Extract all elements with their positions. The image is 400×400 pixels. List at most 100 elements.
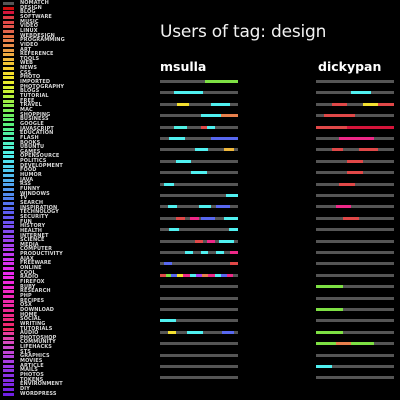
- legend-label: PHOTOGRAPHY: [20, 83, 65, 90]
- tag-segment[interactable]: [200, 251, 209, 254]
- tag-segment[interactable]: [167, 205, 178, 209]
- tag-segment[interactable]: [335, 205, 352, 209]
- legend-swatch: [3, 99, 14, 103]
- tag-segment[interactable]: [216, 251, 224, 254]
- tag-segment[interactable]: [347, 159, 363, 163]
- tag-segment[interactable]: [216, 205, 231, 209]
- tag-segment[interactable]: [220, 273, 227, 277]
- tag-segment[interactable]: [227, 273, 234, 277]
- legend-label: REFERENCE: [20, 51, 54, 58]
- tag-segment[interactable]: [351, 342, 375, 346]
- tag-segment[interactable]: [335, 342, 352, 346]
- tag-segment[interactable]: [316, 342, 336, 346]
- tag-segment[interactable]: [210, 102, 231, 106]
- tag-segment[interactable]: [316, 285, 344, 289]
- tag-segment[interactable]: [175, 216, 185, 220]
- tag-segment[interactable]: [163, 182, 174, 186]
- legend-swatch: [3, 294, 14, 298]
- tag-segment[interactable]: [195, 239, 203, 243]
- tag-segment[interactable]: [347, 125, 394, 129]
- tag-segment[interactable]: [339, 182, 355, 186]
- legend-swatch: [3, 327, 14, 331]
- tag-segment[interactable]: [163, 262, 172, 266]
- tag-segment[interactable]: [316, 125, 348, 129]
- tag-segment[interactable]: [208, 273, 215, 277]
- tag-segment[interactable]: [224, 216, 238, 220]
- legend-label: ENVIRONMENT: [20, 381, 63, 388]
- legend-label: PHP: [20, 292, 32, 299]
- user-name[interactable]: dickypan: [318, 59, 382, 74]
- tag-segment[interactable]: [195, 273, 203, 277]
- tag-segment[interactable]: [347, 171, 363, 175]
- legend-label: SHOPPING: [20, 111, 51, 118]
- legend-label: TV: [20, 195, 28, 202]
- tag-segment[interactable]: [316, 308, 344, 311]
- tag-segment[interactable]: [169, 228, 180, 232]
- legend-label: TUTORIALS: [20, 325, 53, 332]
- tag-segment[interactable]: [331, 102, 348, 106]
- tag-segment[interactable]: [339, 137, 375, 140]
- tag-segment[interactable]: [230, 251, 238, 254]
- tag-segment[interactable]: [210, 137, 238, 140]
- tag-segment[interactable]: [316, 365, 332, 368]
- tag-segment[interactable]: [177, 273, 184, 277]
- tag-segment[interactable]: [167, 330, 176, 334]
- tag-segment[interactable]: [220, 114, 238, 118]
- tag-segment[interactable]: [174, 91, 203, 95]
- tag-segment[interactable]: [214, 273, 221, 277]
- legend-label: COMMUNITY: [20, 339, 56, 346]
- legend-label: BLOG: [20, 9, 36, 16]
- legend-swatch: [3, 341, 14, 345]
- tag-segment[interactable]: [206, 239, 215, 243]
- legend-label: TRAVEL: [20, 102, 42, 109]
- tag-segment[interactable]: [195, 148, 209, 152]
- tag-segment[interactable]: [160, 319, 176, 323]
- user-name[interactable]: msulla: [160, 59, 207, 74]
- tag-segment[interactable]: [224, 148, 235, 152]
- legend-label: WEB: [20, 60, 34, 67]
- tag-segment[interactable]: [358, 148, 379, 152]
- tag-segment[interactable]: [200, 114, 221, 118]
- tag-segment[interactable]: [351, 91, 371, 95]
- tag-segment[interactable]: [205, 80, 238, 83]
- tag-segment[interactable]: [166, 273, 171, 277]
- tag-segment[interactable]: [189, 273, 196, 277]
- tag-segment[interactable]: [222, 330, 235, 334]
- tag-segment[interactable]: [200, 216, 215, 220]
- legend-swatch: [3, 355, 14, 359]
- tag-segment[interactable]: [170, 273, 178, 277]
- legend-label: PHOTOS: [20, 372, 44, 378]
- tag-segment[interactable]: [174, 125, 188, 129]
- tag-segment[interactable]: [175, 159, 192, 163]
- tag-segment[interactable]: [226, 194, 238, 197]
- legend-swatch: [3, 34, 14, 38]
- timeline-row: [316, 251, 394, 254]
- tag-segment[interactable]: [316, 330, 344, 334]
- tag-segment[interactable]: [230, 262, 238, 266]
- tag-segment[interactable]: [185, 251, 193, 254]
- tag-segment[interactable]: [189, 216, 199, 220]
- tag-segment[interactable]: [343, 216, 359, 220]
- tag-segment[interactable]: [228, 228, 238, 232]
- tag-segment[interactable]: [199, 205, 211, 209]
- tag-segment[interactable]: [378, 102, 394, 106]
- tag-segment[interactable]: [169, 137, 185, 140]
- tag-segment[interactable]: [323, 114, 355, 118]
- tag-segment[interactable]: [177, 102, 189, 106]
- legend-label: TECHNOLOGY: [20, 209, 59, 216]
- tag-segment[interactable]: [160, 273, 167, 277]
- tag-segment[interactable]: [202, 273, 209, 277]
- tag-segment[interactable]: [183, 273, 190, 277]
- tag-segment[interactable]: [362, 102, 379, 106]
- tag-segment[interactable]: [331, 148, 344, 152]
- legend-swatch: [3, 53, 14, 57]
- user-column-msulla: msulla: [160, 0, 240, 400]
- tag-segment[interactable]: [218, 239, 235, 243]
- legend-swatch: [3, 304, 14, 308]
- tag-segment[interactable]: [206, 125, 215, 129]
- legend-label: COOL: [20, 269, 36, 276]
- legend-swatch: [3, 220, 14, 224]
- tag-segment[interactable]: [187, 330, 203, 334]
- tag-segment[interactable]: [191, 171, 207, 175]
- tag-segment[interactable]: [200, 125, 207, 129]
